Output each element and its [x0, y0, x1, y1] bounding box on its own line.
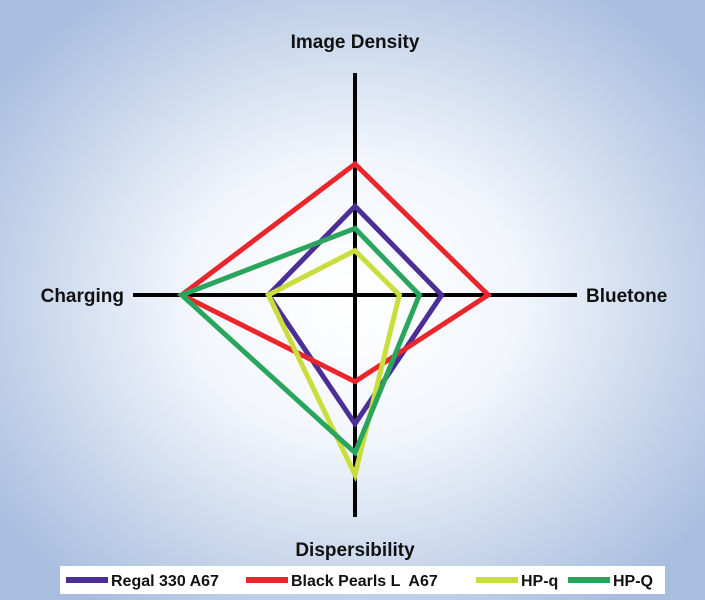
legend-item-regal-330-a67: Regal 330 A67: [66, 573, 219, 590]
series-polygon-0: [265, 202, 445, 429]
legend-item-black-pearls-l-a67: Black Pearls L A67: [246, 573, 438, 590]
legend-label-regal-330-a67: Regal 330 A67: [111, 573, 219, 590]
legend-item-hp-q-lower: HP-q: [476, 573, 558, 590]
series-layer: [177, 160, 493, 483]
legend-item-hp-q-upper: HP-Q: [568, 573, 653, 590]
axis-label-dispersibility: Dispersibility: [295, 540, 415, 561]
axis-label-charging: Charging: [41, 286, 124, 307]
legend-label-hp-q-lower: HP-q: [521, 573, 558, 590]
series-polygon-3: [177, 225, 423, 457]
series-polygon-1: [177, 160, 493, 385]
series-polygon-2: [265, 247, 403, 483]
legend: Regal 330 A67 Black Pearls L A67 HP-q HP…: [60, 566, 665, 594]
axis-label-bluetone: Bluetone: [586, 286, 667, 307]
axis-label-image-density: Image Density: [291, 32, 420, 53]
legend-background: [60, 566, 665, 594]
legend-label-hp-q-upper: HP-Q: [613, 573, 653, 590]
legend-label-black-pearls-l-a67: Black Pearls L A67: [291, 573, 438, 590]
